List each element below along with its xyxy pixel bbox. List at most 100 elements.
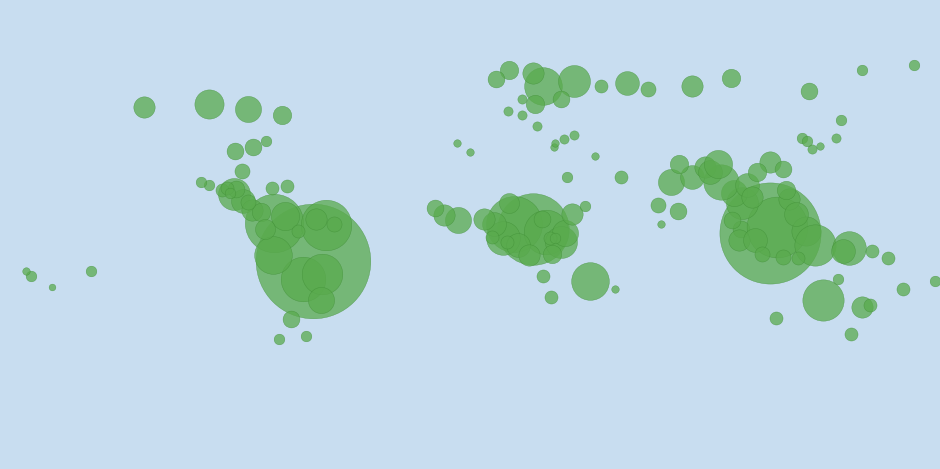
Point — [449, 140, 464, 147]
Point — [841, 244, 856, 251]
Point — [880, 254, 895, 262]
Point — [619, 80, 634, 87]
Point — [227, 190, 242, 198]
Point — [485, 234, 500, 241]
Point — [802, 87, 817, 95]
Point — [564, 210, 579, 218]
Point — [486, 220, 501, 228]
Point — [502, 67, 517, 74]
Point — [711, 160, 726, 168]
Point — [529, 122, 544, 130]
Point — [725, 216, 740, 224]
Point — [896, 286, 911, 293]
Point — [546, 144, 561, 151]
Point — [295, 275, 310, 282]
Point — [136, 103, 151, 111]
Point — [727, 189, 742, 197]
Point — [502, 199, 517, 207]
Point — [556, 136, 572, 143]
Point — [220, 184, 235, 191]
Point — [684, 82, 699, 90]
Point — [778, 187, 793, 194]
Point — [653, 220, 668, 228]
Point — [274, 111, 290, 118]
Point — [607, 286, 622, 293]
Point — [241, 198, 256, 206]
Point — [539, 228, 554, 235]
Point — [799, 137, 814, 144]
Point — [258, 226, 273, 233]
Point — [436, 211, 451, 219]
Point — [812, 142, 827, 150]
Point — [245, 144, 260, 151]
Point — [684, 174, 699, 181]
Point — [557, 229, 572, 237]
Point — [577, 202, 592, 210]
Point — [284, 316, 299, 323]
Point — [495, 234, 510, 242]
Point — [542, 234, 557, 242]
Point — [277, 212, 292, 220]
Point — [567, 77, 582, 84]
Point — [24, 272, 39, 280]
Point — [214, 187, 229, 194]
Point — [244, 206, 259, 213]
Point — [427, 204, 443, 212]
Point — [290, 227, 306, 234]
Point — [298, 333, 313, 340]
Point — [525, 226, 540, 233]
Point — [521, 251, 536, 259]
Point — [547, 234, 562, 242]
Point — [844, 330, 859, 337]
Point — [927, 278, 940, 285]
Point — [769, 223, 784, 230]
Point — [854, 304, 870, 311]
Point — [267, 219, 282, 227]
Point — [640, 85, 655, 92]
Point — [527, 100, 542, 108]
Point — [865, 248, 880, 255]
Point — [739, 181, 754, 189]
Point — [477, 215, 492, 223]
Point — [554, 95, 569, 103]
Point — [776, 166, 791, 173]
Point — [228, 185, 243, 193]
Point — [462, 149, 478, 156]
Point — [264, 184, 279, 191]
Point — [547, 140, 562, 147]
Point — [545, 250, 560, 258]
Point — [510, 241, 525, 249]
Point — [703, 168, 718, 176]
Point — [583, 278, 598, 285]
Point — [536, 272, 551, 280]
Point — [733, 226, 748, 233]
Point — [567, 132, 582, 139]
Point — [534, 215, 549, 223]
Point — [254, 209, 269, 216]
Point — [671, 160, 686, 168]
Point — [776, 253, 791, 260]
Point — [19, 267, 34, 275]
Point — [235, 197, 250, 204]
Point — [194, 179, 209, 186]
Point — [789, 210, 804, 218]
Point — [258, 137, 274, 144]
Point — [222, 189, 237, 197]
Point — [833, 116, 848, 124]
Point — [713, 179, 728, 186]
Point — [227, 147, 243, 155]
Point — [805, 145, 820, 152]
Point — [593, 82, 608, 90]
Point — [489, 76, 504, 83]
Point — [314, 296, 329, 303]
Point — [798, 227, 813, 234]
Point — [241, 106, 256, 113]
Point — [327, 220, 342, 228]
Point — [265, 251, 280, 259]
Point — [319, 222, 334, 229]
Point — [854, 67, 870, 74]
Point — [280, 182, 295, 190]
Point — [781, 196, 796, 203]
Point — [515, 95, 530, 103]
Point — [747, 236, 762, 243]
